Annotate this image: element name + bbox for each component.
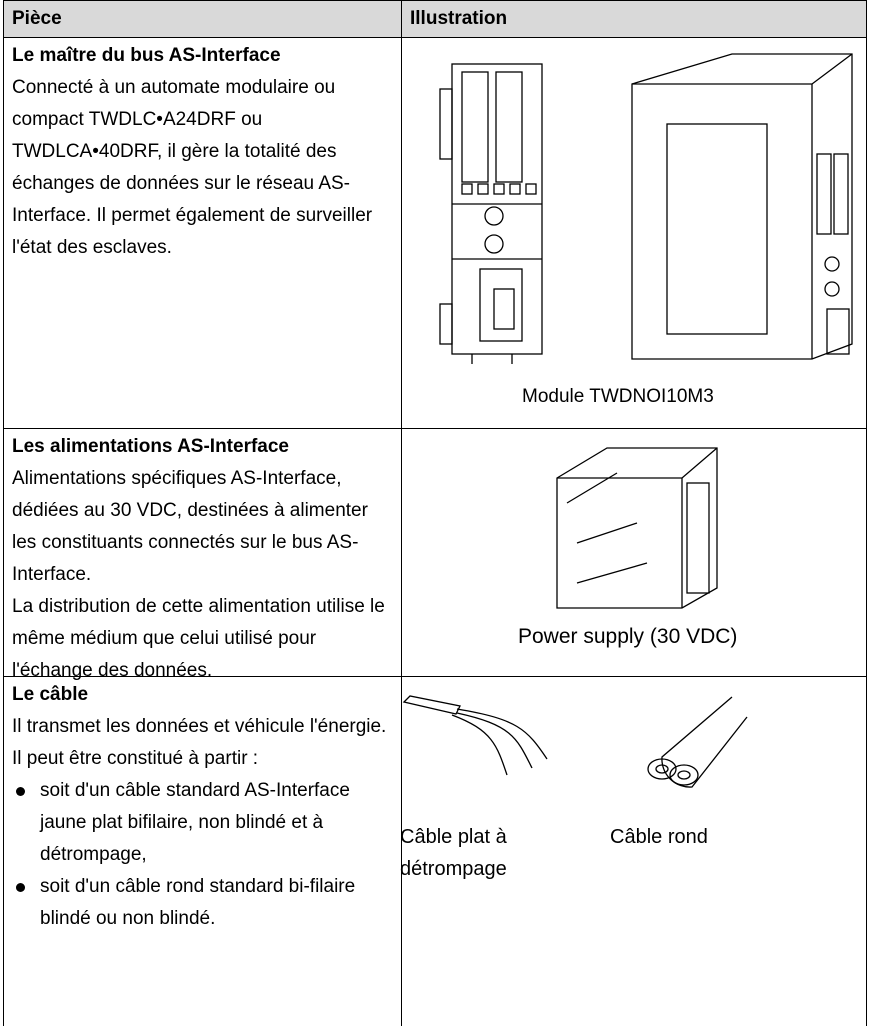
cell: Module TWDNOI10M3 xyxy=(401,37,867,428)
row-title: Le câble xyxy=(12,684,89,705)
caption: Module TWDNOI10M3 xyxy=(522,386,714,407)
cell: Câble plat à détrompage Câble rond xyxy=(400,676,867,1026)
bullet: soit d'un câble rond standard bi-filaire… xyxy=(16,871,393,935)
row-title: Le maître du bus AS-Interface xyxy=(12,45,281,66)
bullet: soit d'un câble standard AS-Interface ja… xyxy=(16,775,393,871)
module-illustration xyxy=(439,53,853,364)
caption: Câble plat à détrompage xyxy=(400,826,507,880)
cell: Le maître du bus AS-Interface Connecté à… xyxy=(3,37,401,428)
round-cable-illustration xyxy=(647,696,748,788)
header-cell: Pièce xyxy=(3,0,401,37)
header-cell: Illustration xyxy=(401,0,867,37)
flat-cable-illustration xyxy=(402,695,548,776)
paragraph: Alimentations spécifiques AS-Interface, … xyxy=(12,468,368,585)
caption: Câble rond xyxy=(610,826,708,848)
cell: Les alimentations AS-Interface Alimentat… xyxy=(3,428,401,681)
cell: Power supply (30 VDC) xyxy=(401,428,867,676)
caption: Power supply (30 VDC) xyxy=(518,625,738,648)
cell: Le câble Il transmet les données et véhi… xyxy=(3,676,401,1026)
paragraph: La distribution de cette alimentation ut… xyxy=(12,596,385,681)
power-supply-illustration xyxy=(556,447,718,609)
paragraph: Connecté à un automate modulaire ou comp… xyxy=(12,77,373,258)
paragraph: Il transmet les données et véhicule l'én… xyxy=(12,716,387,769)
row-title: Les alimentations AS-Interface xyxy=(12,436,289,457)
